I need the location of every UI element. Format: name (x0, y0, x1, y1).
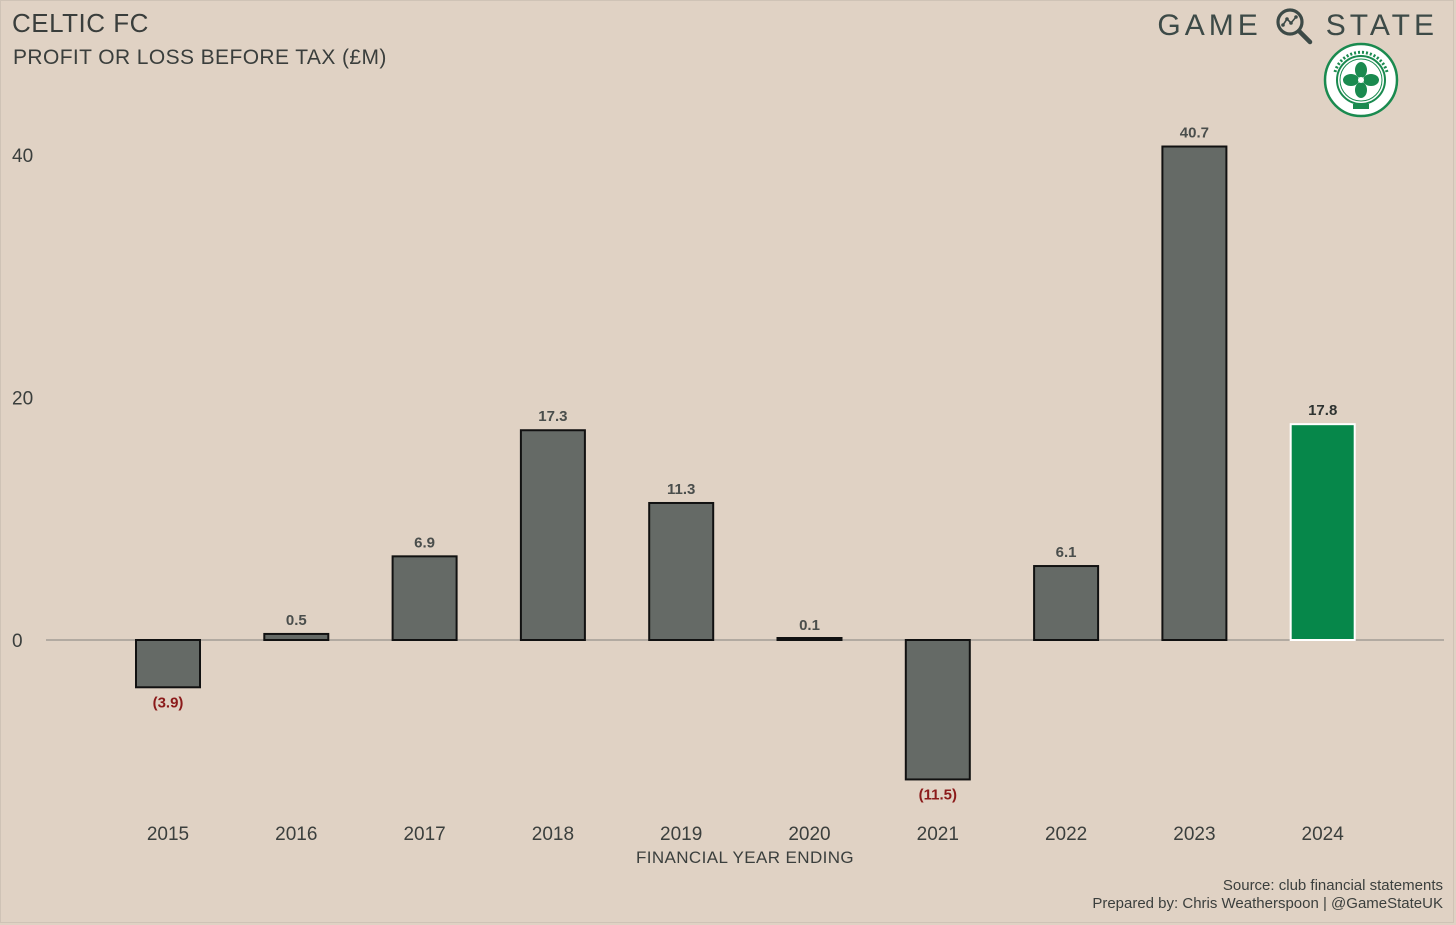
x-tick-label-2018: 2018 (532, 824, 574, 845)
source-note: Source: club financial statements Prepar… (1092, 877, 1443, 913)
x-tick-label-2023: 2023 (1173, 824, 1215, 845)
x-tick-label-2016: 2016 (275, 824, 317, 845)
data-label-2023: 40.7 (1180, 125, 1209, 142)
prepared-by-text: Prepared by: Chris Weatherspoon | @GameS… (1092, 895, 1443, 912)
chart-subtitle: PROFIT OR LOSS BEFORE TAX (£M) (13, 46, 387, 69)
data-label-2024: 17.8 (1308, 402, 1337, 419)
y-axis: 0 20 40 (12, 146, 33, 652)
bars (135, 145, 1356, 781)
bar-2020 (776, 637, 843, 641)
data-label-2022: 6.1 (1056, 544, 1077, 561)
y-tick-label: 20 (12, 389, 33, 410)
y-tick-label: 0 (12, 631, 23, 652)
club-crest-icon (1323, 42, 1399, 118)
data-label-2021: (11.5) (919, 786, 957, 803)
bar-2015 (135, 639, 201, 689)
bar-2018 (519, 429, 586, 641)
bar-2022 (1033, 565, 1100, 641)
data-labels: (3.9) 0.5 6.9 17.3 11.3 0.1 (11.5) 6.1 40.7 17.8 (153, 125, 1338, 804)
x-tick-label-2019: 2019 (660, 824, 702, 845)
x-tick-label-2022: 2022 (1045, 824, 1087, 845)
data-label-2016: 0.5 (286, 612, 307, 629)
bar-2016 (263, 632, 330, 641)
magnifier-icon (1274, 6, 1314, 46)
x-tick-label-2017: 2017 (403, 824, 445, 845)
bar-2021 (904, 639, 971, 781)
data-label-2020: 0.1 (799, 617, 820, 634)
x-axis: 2015 2016 2017 2018 2019 2020 2021 2022 2023 2024 (147, 824, 1344, 845)
chart-title: CELTIC FC (12, 8, 149, 38)
bar-2019 (648, 501, 715, 641)
brand-text-right: STATE (1325, 9, 1438, 42)
x-tick-label-2015: 2015 (147, 824, 189, 845)
x-tick-label-2020: 2020 (788, 824, 830, 845)
x-tick-label-2021: 2021 (917, 824, 959, 845)
x-tick-label-2024: 2024 (1302, 824, 1345, 845)
bar-2024 (1289, 423, 1356, 641)
data-label-2018: 17.3 (538, 408, 567, 425)
brand-text-left: GAME (1157, 9, 1262, 42)
x-axis-label: FINANCIAL YEAR ENDING (636, 848, 854, 867)
source-text: Source: club financial statements (1222, 877, 1443, 894)
bar-2017 (391, 555, 458, 642)
y-tick-label: 40 (12, 146, 33, 167)
data-label-2019: 11.3 (667, 481, 695, 498)
data-label-2017: 6.9 (414, 534, 435, 551)
bar-2023 (1161, 145, 1228, 641)
data-label-2015: (3.9) (153, 694, 184, 711)
brand-logo: GAME STATE (1157, 6, 1438, 46)
